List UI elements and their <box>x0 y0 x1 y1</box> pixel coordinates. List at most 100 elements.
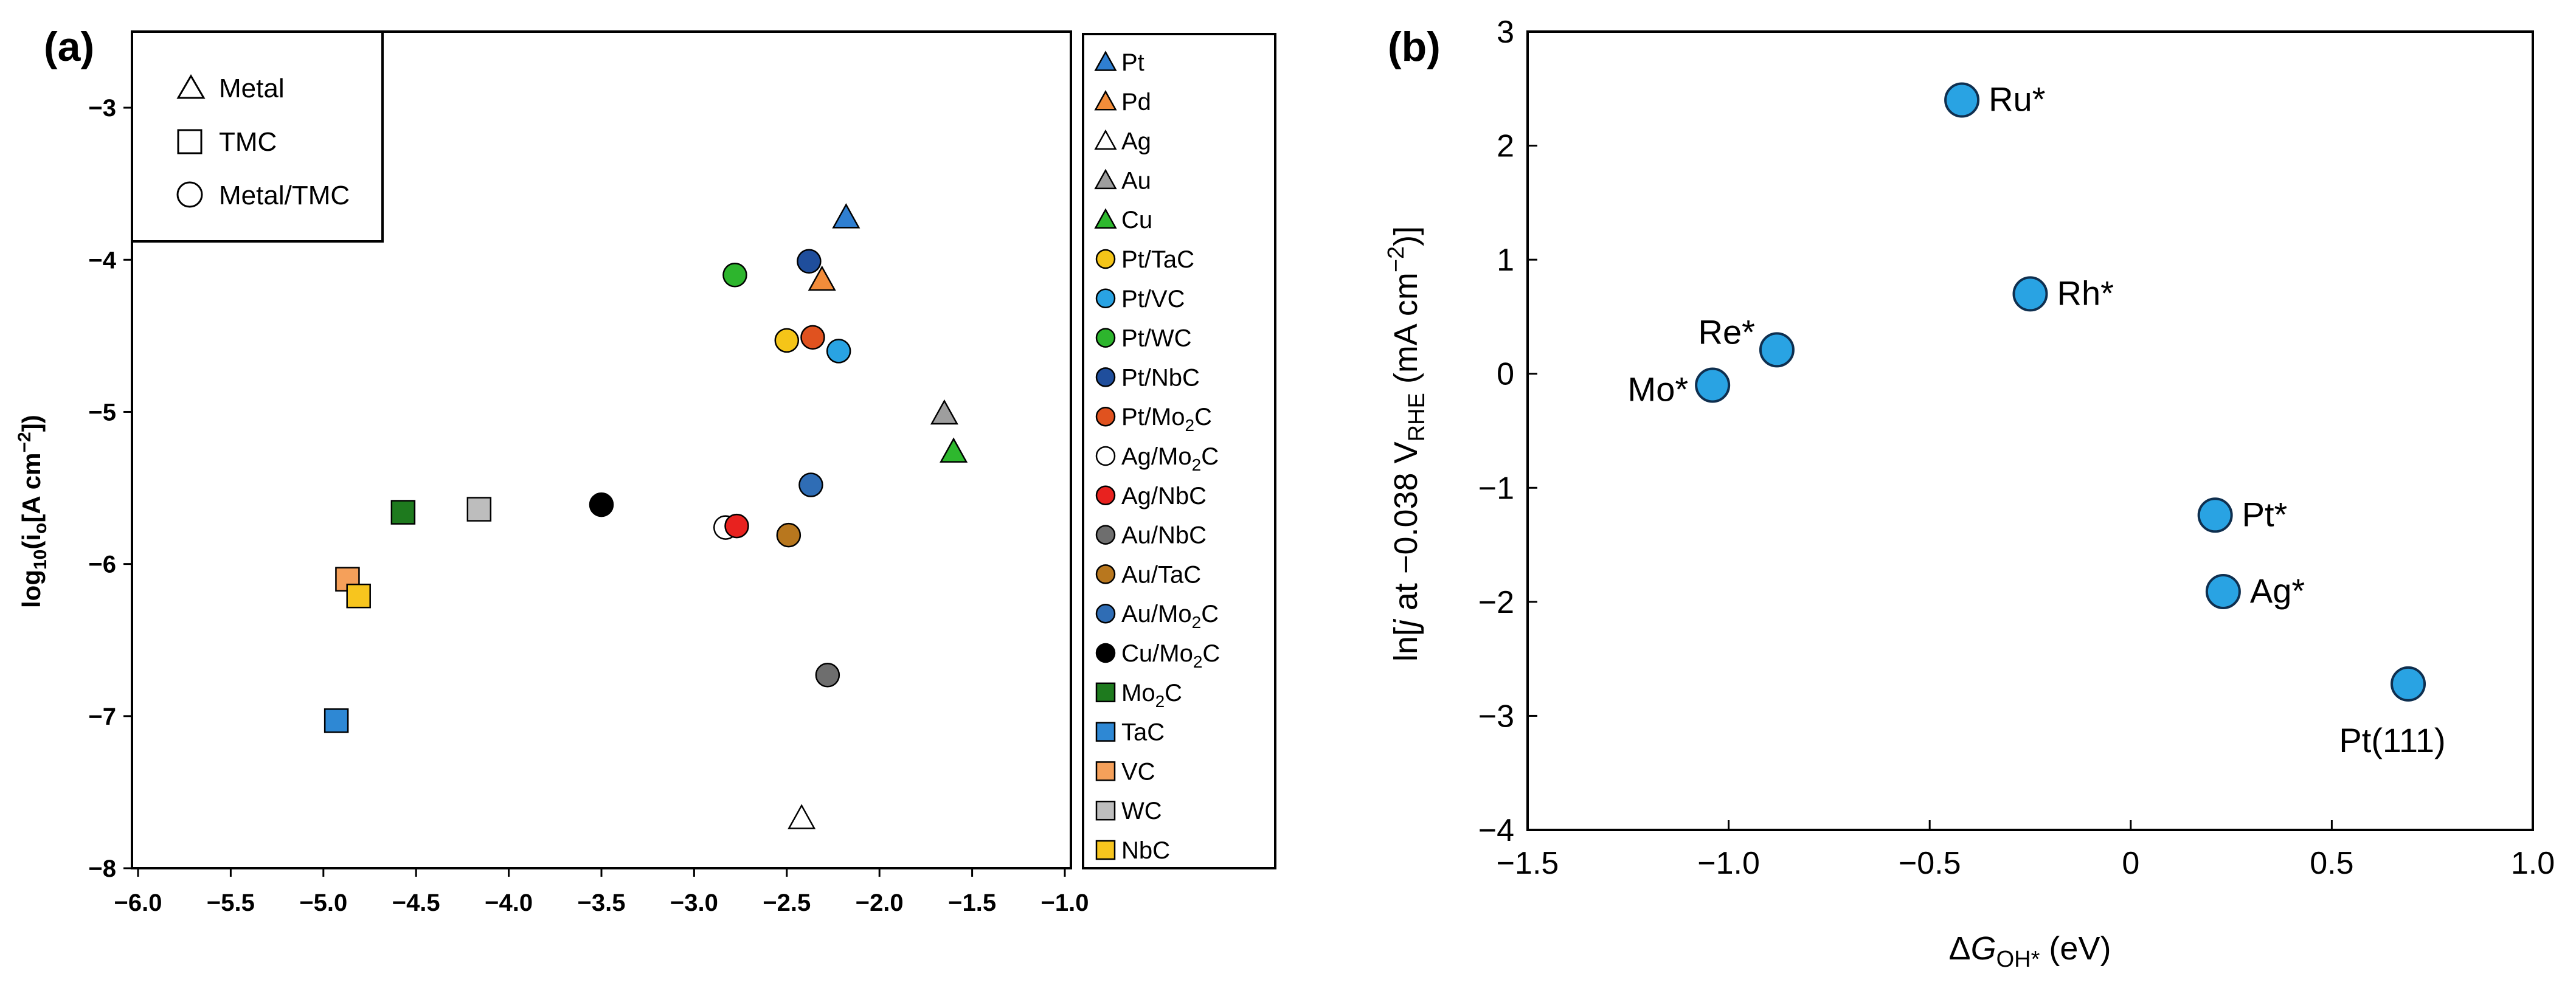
legend-marker-pt-wc <box>1095 328 1116 348</box>
legend-label-cu: Cu <box>1121 207 1152 233</box>
point-label-ag: Ag* <box>2250 572 2305 610</box>
chart-b-y-ticks: 3 2 1 0 −1 −2 −3 −4 <box>1478 15 1537 848</box>
legend-marker-cu-mo2c <box>1095 643 1116 663</box>
point-ru <box>1944 82 1980 118</box>
x-tick-label: −3.0 <box>670 890 718 916</box>
point-pt-nbc <box>797 249 822 274</box>
shape-legend-tmc: TMC <box>219 127 277 157</box>
point-pt-mo2c <box>800 325 825 350</box>
x-tick-label: −1.0 <box>1041 890 1089 916</box>
legend-label-tac: TaC <box>1121 719 1165 746</box>
legend-marker-tac <box>1095 722 1116 742</box>
legend-label-au: Au <box>1121 167 1151 194</box>
chart-a-y-label: log10(io[A cm−2]) <box>15 415 50 608</box>
y-tick-label: −8 <box>88 855 116 882</box>
point-label-pt-111: Pt(111) <box>2339 721 2445 759</box>
legend-marker-au-mo2c <box>1095 603 1116 624</box>
legend-label-vc: VC <box>1121 758 1155 785</box>
chart-a-y-ticks: −3 −4 −5 −6 −7 −8 <box>88 95 132 882</box>
legend-marker-mo2c <box>1095 682 1116 703</box>
point-pd <box>808 265 836 291</box>
legend-triangle-icon <box>176 74 206 99</box>
legend-label-ag: Ag <box>1121 128 1151 155</box>
y-tick-label: 1 <box>1497 243 1514 278</box>
legend-marker-pt-vc <box>1095 288 1116 309</box>
point-pt-wc <box>722 263 747 288</box>
point-label-re: Re* <box>1698 313 1755 351</box>
point-pt-111 <box>2391 666 2426 702</box>
legend-label-nbc: NbC <box>1121 837 1170 864</box>
point-re <box>1759 332 1795 368</box>
chart-a-x-ticks: −6.0 −5.5 −5.0 −4.5 −4.0 −3.5 −3.0 −2.5 −2.0 −1.5… <box>114 868 1089 916</box>
y-tick-label: −4 <box>88 247 116 274</box>
x-tick-label: 1.0 <box>2511 846 2555 881</box>
chart-a-shape-legend <box>131 30 384 243</box>
point-pt <box>2197 497 2233 533</box>
point-pt-vc <box>826 339 851 364</box>
x-tick-label: −2.5 <box>763 890 811 916</box>
legend-marker-pt-mo2c <box>1095 406 1116 427</box>
point-ag-nbc <box>724 513 749 539</box>
legend-marker-au-tac <box>1095 564 1116 584</box>
legend-label-pt-wc: Pt/WC <box>1121 325 1192 352</box>
y-tick-label: −6 <box>88 551 116 578</box>
point-label-mo: Mo* <box>1628 370 1689 408</box>
x-tick-label: −3.5 <box>578 890 626 916</box>
y-tick-label: 0 <box>1497 357 1514 392</box>
x-tick-label: −4.0 <box>485 890 533 916</box>
shape-legend-metal-tmc: Metal/TMC <box>219 181 350 210</box>
panel-a-label: (a) <box>44 24 94 70</box>
x-tick-label: −6.0 <box>114 890 162 916</box>
chart-a-legend-entries: Pt Pd Ag Au Cu Pt/TaC Pt/VC Pt/WC Pt/NbC Pt/Mo2C A… <box>1094 49 1220 864</box>
panel-b-label: (b) <box>1388 24 1441 70</box>
legend-label-cu-mo2c: Cu/Mo2C <box>1121 640 1220 671</box>
chart-b-x-ticks: −1.5 −1.0 −0.5 0 0.5 1.0 <box>1497 820 2555 881</box>
point-pt-tac <box>774 328 800 353</box>
y-tick-label: −2 <box>1478 585 1514 620</box>
x-tick-label: −1.5 <box>948 890 996 916</box>
x-tick-label: −5.5 <box>207 890 255 916</box>
point-mo2c <box>390 500 416 525</box>
point-label-pt: Pt* <box>2242 495 2288 533</box>
x-tick-label: −1.5 <box>1497 846 1559 881</box>
chart-b-x-label: ΔGOH* (eV) <box>1949 930 2111 972</box>
point-cu <box>940 437 968 463</box>
chart-b-y-label: ln[j at −0.038 VRHE (mA cm−2)] <box>1383 226 1430 662</box>
legend-label-mo2c: Mo2C <box>1121 680 1182 711</box>
point-cu-mo2c <box>589 492 614 517</box>
x-tick-label: −0.5 <box>1899 846 1961 881</box>
y-tick-label: −3 <box>1478 699 1514 734</box>
legend-marker-pt-nbc <box>1095 367 1116 387</box>
point-ag <box>2205 573 2241 609</box>
legend-marker-pt-tac <box>1095 249 1116 269</box>
chart-b-points: Ru* Rh* Re*Mo* Pt* Ag* Pt(111) <box>1628 80 2446 759</box>
x-tick-label: −2.0 <box>856 890 904 916</box>
point-ag <box>788 804 816 829</box>
x-tick-label: 0.5 <box>2310 846 2353 881</box>
shape-legend-metal: Metal <box>219 74 285 103</box>
point-label-ru: Ru* <box>1989 80 2045 119</box>
legend-label-ag-mo2c: Ag/Mo2C <box>1121 443 1219 474</box>
legend-label-pt-vc: Pt/VC <box>1121 286 1185 313</box>
x-tick-label: −1.0 <box>1697 846 1760 881</box>
legend-marker-ag <box>1094 129 1117 150</box>
legend-marker-ag-mo2c <box>1095 446 1116 466</box>
legend-label-pt-nbc: Pt/NbC <box>1121 364 1200 391</box>
point-au-mo2c <box>798 472 823 497</box>
legend-label-pd: Pd <box>1121 89 1151 116</box>
y-tick-label: −1 <box>1478 471 1514 506</box>
point-au-tac <box>776 522 802 548</box>
point-pt <box>832 203 860 229</box>
legend-marker-vc <box>1095 761 1116 781</box>
x-tick-label: −4.5 <box>392 890 440 916</box>
point-au <box>930 399 958 425</box>
x-tick-label: −5.0 <box>299 890 347 916</box>
legend-marker-au <box>1094 168 1117 190</box>
legend-label-wc: WC <box>1121 798 1162 824</box>
point-au-nbc <box>815 663 840 688</box>
point-mo <box>1695 367 1731 403</box>
legend-marker-pt <box>1094 50 1117 71</box>
point-wc <box>466 497 492 522</box>
